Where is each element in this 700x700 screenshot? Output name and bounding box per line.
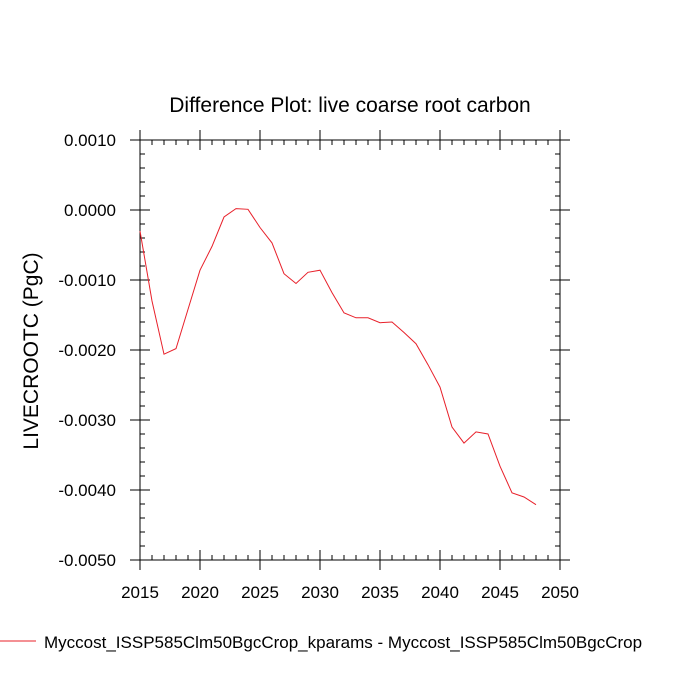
y-tick-label: -0.0040 bbox=[58, 481, 116, 500]
chart-title: Difference Plot: live coarse root carbon bbox=[169, 94, 530, 117]
legend-label: Myccost_ISSP585Clm50BgcCrop_kparams - My… bbox=[44, 633, 642, 652]
x-tick-label: 2020 bbox=[181, 583, 219, 602]
plot-frame bbox=[139, 139, 561, 561]
plot-area bbox=[139, 208, 537, 506]
y-tick-label: 0.0000 bbox=[64, 201, 116, 220]
y-tick-label: -0.0030 bbox=[58, 411, 116, 430]
x-axis-ticks: 2015 2020 2025 2030 2035 2040 2045 2050 bbox=[121, 130, 579, 602]
y-axis-label: LIVECROOTC (PgC) bbox=[20, 252, 43, 449]
series-line bbox=[139, 208, 537, 506]
y-tick-label: -0.0010 bbox=[58, 271, 116, 290]
x-tick-label: 2050 bbox=[541, 583, 579, 602]
x-tick-label: 2045 bbox=[481, 583, 519, 602]
x-tick-label: 2015 bbox=[121, 583, 159, 602]
x-tick-label: 2040 bbox=[421, 583, 459, 602]
legend: Myccost_ISSP585Clm50BgcCrop_kparams - My… bbox=[0, 633, 642, 652]
x-tick-label: 2025 bbox=[241, 583, 279, 602]
y-tick-label: 0.0010 bbox=[64, 131, 116, 150]
x-tick-label: 2035 bbox=[361, 583, 399, 602]
x-tick-label: 2030 bbox=[301, 583, 339, 602]
y-tick-label: -0.0020 bbox=[58, 341, 116, 360]
y-axis-ticks: 0.0010 0.0000 -0.0010 -0.0020 -0.0030 -0.0040… bbox=[58, 131, 570, 570]
y-tick-label: -0.0050 bbox=[58, 551, 116, 570]
